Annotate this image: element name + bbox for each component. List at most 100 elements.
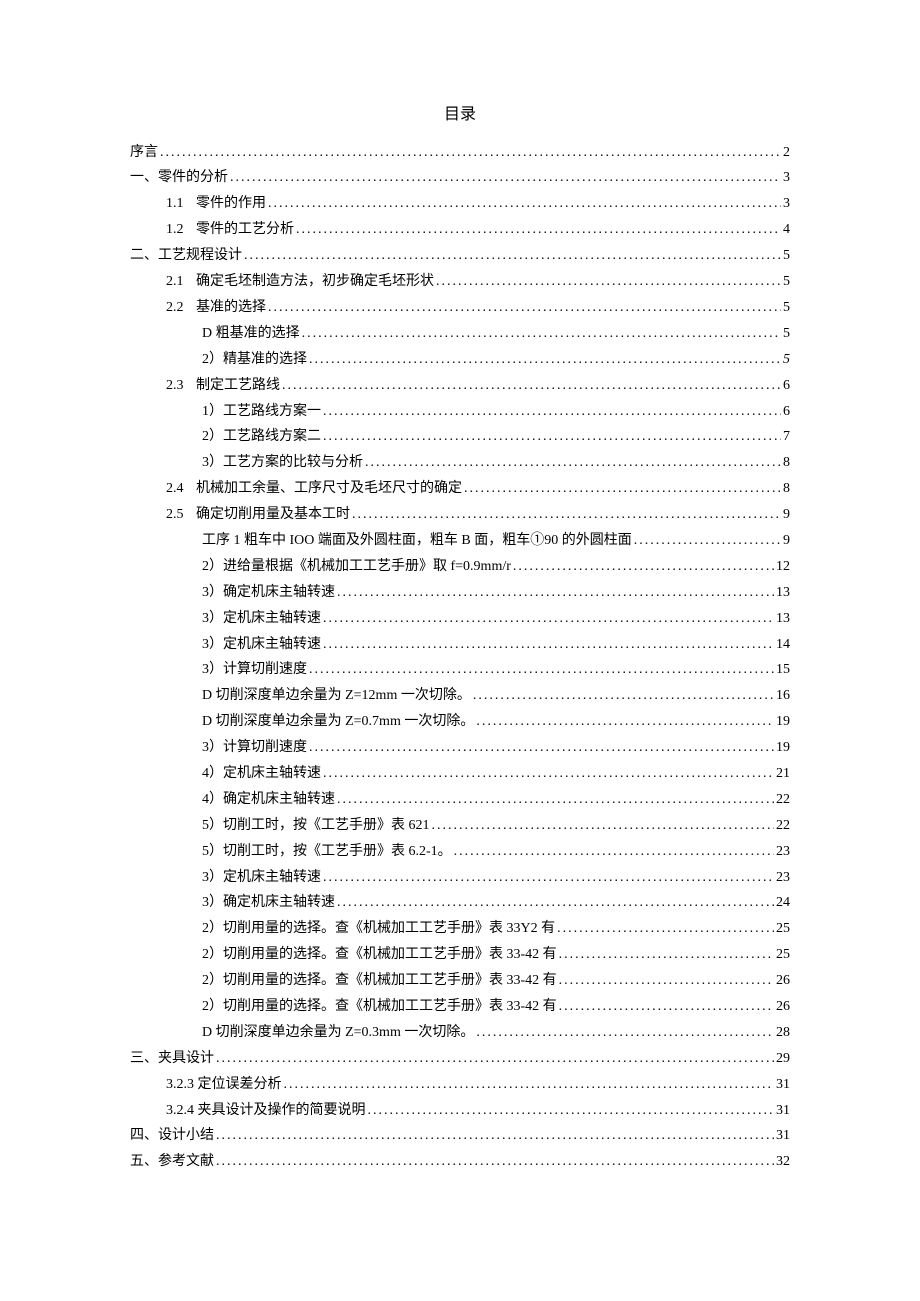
toc-page-number: 25 — [774, 916, 790, 942]
toc-leader-dots — [266, 295, 781, 321]
toc-leader-dots — [280, 373, 781, 399]
toc-entry: 3）计算切削速度15 — [130, 657, 790, 683]
toc-entry-label: D 切削深度单边余量为 Z=0.3mm 一次切除。 — [202, 1020, 474, 1046]
toc-entry-label: 一、零件的分析 — [130, 165, 228, 191]
toc-leader-dots — [434, 269, 781, 295]
toc-section-number: 2.3 — [166, 373, 196, 399]
toc-entry: 1）工艺路线方案一 6 — [130, 399, 790, 425]
toc-page-number: 26 — [774, 994, 790, 1020]
toc-entry: 2）切削用量的选择。查《机械加工工艺手册》表 33-42 有26 — [130, 994, 790, 1020]
toc-leader-dots — [430, 813, 775, 839]
toc-leader-dots — [321, 865, 774, 891]
toc-leader-dots — [335, 580, 774, 606]
toc-leader-dots — [511, 554, 774, 580]
toc-page-number: 5 — [781, 269, 790, 295]
toc-entry-label: 二、工艺规程设计 — [130, 243, 242, 269]
toc-entry: 1.2 零件的工艺分析4 — [130, 217, 790, 243]
toc-leader-dots — [300, 321, 781, 347]
toc-page-number: 5 — [781, 321, 790, 347]
toc-section-number: 2.2 — [166, 295, 196, 321]
toc-entry: 4）定机床主轴转速 21 — [130, 761, 790, 787]
toc-entry-label: 5）切削工时，按《工艺手册》表 6.2-1。 — [202, 839, 452, 865]
toc-page-number: 19 — [774, 735, 790, 761]
toc-leader-dots — [350, 502, 781, 528]
toc-entry: 5）切削工时，按《工艺手册》表 6.2-1。 23 — [130, 839, 790, 865]
toc-entry-label: 5）切削工时，按《工艺手册》表 621 — [202, 813, 430, 839]
toc-leader-dots — [452, 839, 774, 865]
toc-entry: 3）计算切削速度19 — [130, 735, 790, 761]
toc-page-number: 3 — [781, 191, 790, 217]
toc-leader-dots — [321, 424, 781, 450]
toc-page-number: 21 — [774, 761, 790, 787]
toc-entry: D 切削深度单边余量为 Z=0.7mm 一次切除。 19 — [130, 709, 790, 735]
toc-entry-label: 3.2.4 夹具设计及操作的简要说明 — [166, 1098, 366, 1124]
toc-entry-label: 3）定机床主轴转速 — [202, 632, 321, 658]
toc-page-number: 8 — [781, 476, 790, 502]
toc-entry-label: D 粗基准的选择 — [202, 321, 300, 347]
toc-page-number: 22 — [774, 813, 790, 839]
toc-entry-label: 2）精基准的选择 — [202, 347, 307, 373]
toc-page-number: 9 — [781, 528, 790, 554]
toc-page-number: 19 — [774, 709, 790, 735]
toc-entry-label: 三、夹具设计 — [130, 1046, 214, 1072]
toc-entry: D 切削深度单边余量为 Z=0.3mm 一次切除。28 — [130, 1020, 790, 1046]
toc-leader-dots — [321, 399, 781, 425]
toc-leader-dots — [307, 735, 774, 761]
toc-section-number: 1.2 — [166, 217, 196, 243]
toc-entry: 2）进给量根据《机械加工工艺手册》取 f=0.9mm/r12 — [130, 554, 790, 580]
toc-entry-label: 3）定机床主轴转速 — [202, 606, 321, 632]
toc-entry-label: 确定毛坯制造方法，初步确定毛坯形状 — [196, 269, 434, 295]
document-page: 目录 序言2一、零件的分析31.1 零件的作用31.2 零件的工艺分析4二、工艺… — [0, 0, 920, 1235]
toc-entry-label: 基准的选择 — [196, 295, 266, 321]
toc-leader-dots — [474, 1020, 774, 1046]
toc-entry: 3.2.3 定位误差分析31 — [130, 1072, 790, 1098]
toc-leader-dots — [335, 890, 774, 916]
toc-entry: 五、参考文献32 — [130, 1149, 790, 1175]
toc-page-number: 5 — [781, 243, 790, 269]
toc-entry-label: 四、设计小结 — [130, 1123, 214, 1149]
toc-entry: 2）切削用量的选择。查《机械加工工艺手册》表 33-42 有25 — [130, 942, 790, 968]
toc-leader-dots — [158, 140, 781, 166]
toc-page-number: 9 — [781, 502, 790, 528]
toc-leader-dots — [555, 916, 774, 942]
toc-leader-dots — [228, 165, 781, 191]
toc-leader-dots — [321, 632, 774, 658]
toc-leader-dots — [363, 450, 781, 476]
toc-leader-dots — [242, 243, 781, 269]
toc-leader-dots — [266, 191, 781, 217]
toc-entry-label: 确定切削用量及基本工时 — [196, 502, 350, 528]
toc-entry: 序言2 — [130, 140, 790, 166]
toc-page-number: 13 — [774, 580, 790, 606]
toc-entry-label: 4）确定机床主轴转速 — [202, 787, 335, 813]
toc-leader-dots — [557, 968, 774, 994]
toc-leader-dots — [214, 1123, 774, 1149]
toc-page-number: 16 — [774, 683, 790, 709]
toc-page-number: 3 — [781, 165, 790, 191]
toc-page-number: 6 — [781, 399, 790, 425]
toc-entry-label: 4）定机床主轴转速 — [202, 761, 321, 787]
toc-entry: 3）确定机床主轴转速24 — [130, 890, 790, 916]
toc-section-number: 1.1 — [166, 191, 196, 217]
toc-entry: 2）切削用量的选择。查《机械加工工艺手册》表 33-42 有26 — [130, 968, 790, 994]
toc-entry: 2）切削用量的选择。查《机械加工工艺手册》表 33Y2 有 25 — [130, 916, 790, 942]
toc-page-number: 5 — [781, 347, 790, 373]
toc-page-number: 7 — [781, 424, 790, 450]
toc-entry: 二、工艺规程设计 5 — [130, 243, 790, 269]
toc-page-number: 31 — [774, 1072, 790, 1098]
toc-leader-dots — [214, 1149, 774, 1175]
toc-entry: D 切削深度单边余量为 Z=12mm 一次切除。16 — [130, 683, 790, 709]
toc-page-number: 6 — [781, 373, 790, 399]
toc-entry: 2）工艺路线方案二7 — [130, 424, 790, 450]
toc-entry-label: 零件的工艺分析 — [196, 217, 294, 243]
toc-page-number: 14 — [774, 632, 790, 658]
toc-page-number: 25 — [774, 942, 790, 968]
toc-page-number: 24 — [774, 890, 790, 916]
toc-entry: 5）切削工时，按《工艺手册》表 621 22 — [130, 813, 790, 839]
toc-entry: 2.2 基准的选择5 — [130, 295, 790, 321]
toc-leader-dots — [307, 657, 774, 683]
toc-entry-label: 2）切削用量的选择。查《机械加工工艺手册》表 33Y2 有 — [202, 916, 555, 942]
toc-page-number: 23 — [774, 839, 790, 865]
toc-entry-label: D 切削深度单边余量为 Z=0.7mm 一次切除。 — [202, 709, 474, 735]
toc-page-number: 29 — [774, 1046, 790, 1072]
toc-entry-label: 1）工艺路线方案一 — [202, 399, 321, 425]
